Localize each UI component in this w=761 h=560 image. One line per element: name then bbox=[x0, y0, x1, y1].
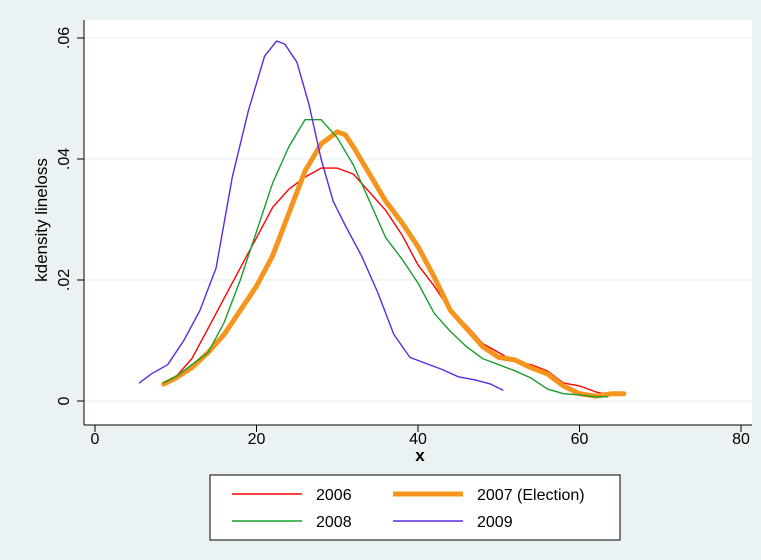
x-tick-label: 60 bbox=[571, 431, 589, 448]
series-line-2006 bbox=[162, 167, 605, 395]
axes bbox=[77, 20, 752, 432]
legend-box bbox=[209, 474, 621, 541]
x-tick-label: 0 bbox=[91, 431, 100, 448]
legend-label-2009: 2009 bbox=[477, 514, 513, 531]
legend-label-2008: 2008 bbox=[316, 514, 352, 531]
series-line-2007-election bbox=[161, 129, 627, 399]
y-tick-label: .04 bbox=[56, 148, 73, 170]
legend: 2006 2007 (Election) 2008 2009 bbox=[209, 474, 621, 541]
y-axis-title: kdensity lineloss bbox=[32, 158, 51, 282]
x-tick-label: 80 bbox=[732, 431, 750, 448]
gridlines bbox=[84, 37, 752, 402]
series-line-2009 bbox=[138, 40, 504, 391]
x-axis-title: x bbox=[415, 446, 425, 465]
y-tick-label: .06 bbox=[56, 27, 73, 49]
series-lines bbox=[138, 40, 627, 399]
series-line-2008 bbox=[162, 119, 609, 398]
legend-label-2007-election: 2007 (Election) bbox=[477, 487, 585, 504]
x-tick-label: 40 bbox=[409, 431, 427, 448]
legend-items: 2006 2007 (Election) 2008 2009 bbox=[232, 487, 585, 531]
y-tick-label: 0 bbox=[56, 396, 73, 405]
y-tick-label: .02 bbox=[56, 269, 73, 291]
plot-area bbox=[84, 20, 752, 425]
legend-label-2006: 2006 bbox=[316, 487, 352, 504]
x-tick-label: 20 bbox=[248, 431, 266, 448]
tick-labels: 0 .02 .04 .06 0 20 40 60 80 bbox=[56, 27, 750, 448]
